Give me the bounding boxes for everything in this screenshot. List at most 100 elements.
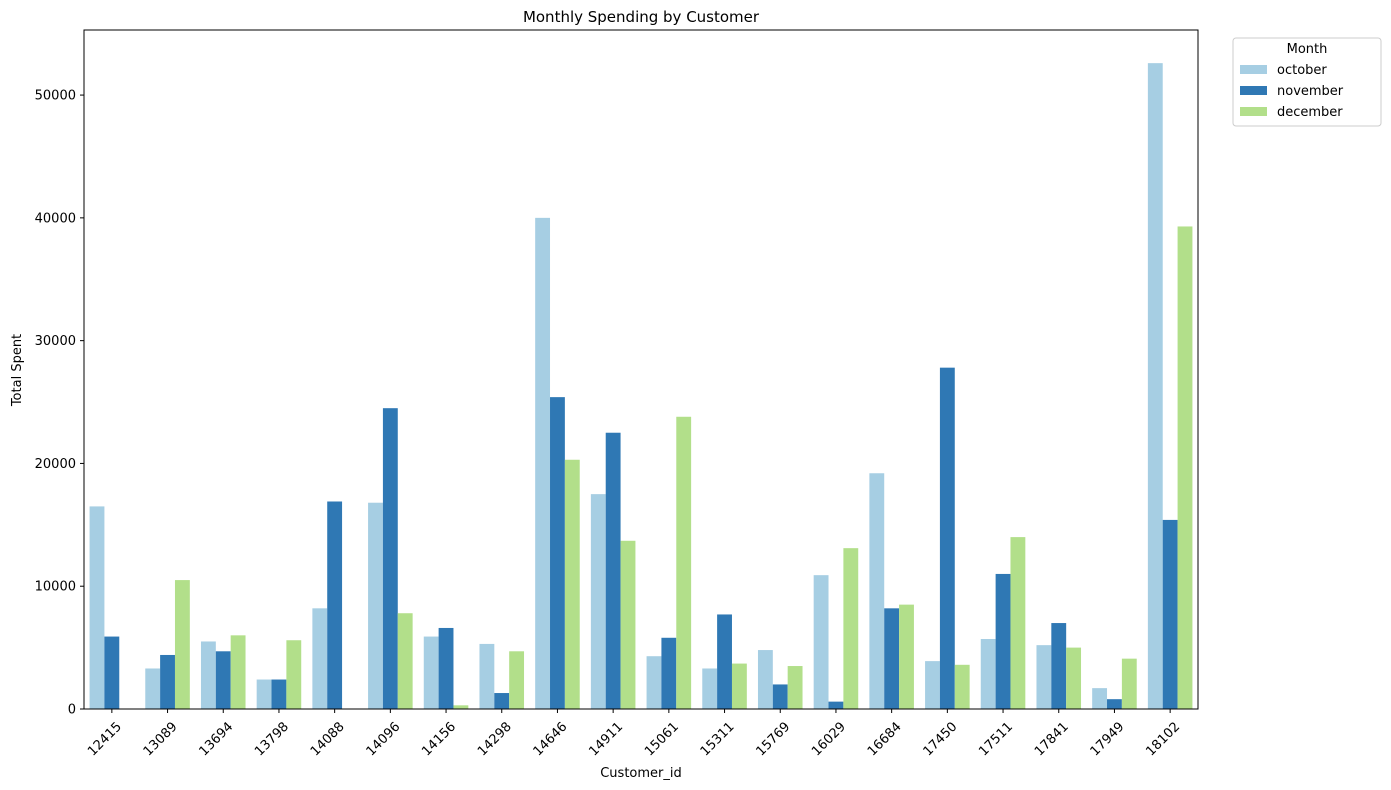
y-tick-label: 50000 [35,89,76,104]
x-tick-label: 15311 [698,719,738,759]
bar-november-14096 [382,408,398,709]
bar-december-17511 [1010,537,1026,709]
bar-november-14646 [550,397,565,709]
bar-december-14911 [620,540,636,709]
bar-october-14646 [535,217,551,710]
bar-december-17949 [1121,658,1137,709]
y-tick-label: 0 [68,703,76,718]
bar-december-13798 [286,640,302,709]
bar-november-13694 [215,651,231,709]
bar-october-13798 [256,679,272,709]
legend-swatch-december [1240,107,1267,116]
bar-october-17511 [980,639,996,709]
legend-label-october: october [1277,63,1327,78]
bar-december-16029 [843,548,859,709]
legend-title: Month [1287,42,1328,57]
bar-october-12415 [89,506,105,709]
x-tick-label: 12415 [85,719,125,759]
x-axis: 12415 13089 13694 13798 14088 14096 14156 14298… [85,709,1183,759]
x-tick-label: 15061 [642,719,682,759]
bar-december-14298 [509,651,525,709]
bar-october-17841 [1036,645,1052,709]
bar-november-13089 [160,654,175,709]
bar-december-14096 [397,613,413,709]
bar-november-16684 [884,608,900,709]
x-tick-label: 14096 [364,719,404,759]
x-tick-label: 14911 [586,719,626,759]
bar-october-13694 [200,641,216,709]
x-tick-label: 14298 [475,719,515,759]
bar-november-15061 [661,637,677,709]
y-tick-label: 20000 [35,457,76,472]
legend: Month october november december [1232,37,1382,127]
bar-december-18102 [1177,226,1193,709]
bar-october-13089 [145,668,161,709]
x-tick-label: 14646 [531,719,571,759]
x-tick-label: 13798 [252,719,292,759]
x-tick-label: 13089 [141,719,181,759]
bar-december-16684 [899,604,914,709]
bar-november-17949 [1107,699,1122,709]
x-tick-label: 16684 [865,719,905,759]
bar-december-15061 [676,416,692,709]
y-axis-label: Total Spent [10,334,25,407]
bar-november-17511 [995,573,1011,709]
legend-label-december: december [1277,105,1343,120]
bar-december-13694 [230,635,246,709]
bar-december-15311 [731,663,747,709]
bar-october-15061 [646,656,662,709]
y-tick-label: 40000 [35,211,76,226]
bar-october-17450 [925,661,940,709]
x-tick-label: 17841 [1032,719,1072,759]
bars-layer [89,63,1193,710]
bar-november-16029 [828,701,844,709]
bar-november-15311 [717,614,732,709]
bar-november-14088 [327,501,343,709]
bar-november-14156 [438,627,454,709]
bar-october-17949 [1092,688,1108,709]
bar-november-17841 [1051,623,1067,709]
y-tick-label: 10000 [35,580,76,595]
y-tick-label: 30000 [35,334,76,349]
bar-october-14911 [590,494,606,709]
bar-october-14156 [423,636,439,709]
plot-area-frame [83,29,1199,710]
x-tick-label: 17450 [921,719,961,759]
y-axis: 0 10000 20000 30000 40000 50000 [35,89,84,718]
bar-november-17450 [939,367,955,709]
bar-october-16029 [813,575,829,709]
legend-box [1232,37,1382,127]
bar-december-17841 [1066,647,1082,709]
chart-title: Monthly Spending by Customer [523,8,760,26]
bar-november-18102 [1162,519,1178,709]
x-tick-label: 18102 [1143,719,1183,759]
legend-label-november: november [1277,84,1344,99]
bar-october-15769 [757,650,773,709]
x-tick-label: 16029 [809,719,849,759]
bar-december-13089 [174,580,190,709]
bar-october-14088 [312,608,328,709]
bar-october-16684 [869,473,885,709]
bar-december-14646 [564,459,580,709]
bar-december-15769 [787,666,803,709]
legend-swatch-october [1240,65,1267,74]
bar-october-14096 [368,502,383,709]
x-tick-label: 14088 [308,719,348,759]
bar-november-13798 [271,679,287,709]
bar-october-18102 [1147,63,1163,709]
x-tick-label: 14156 [419,719,459,759]
bar-november-14911 [605,432,621,709]
x-tick-label: 15769 [753,719,793,759]
bar-november-14298 [494,693,510,709]
x-tick-label: 17511 [976,719,1016,759]
bar-december-17450 [954,664,970,709]
legend-swatch-november [1240,86,1267,95]
bar-october-14298 [479,643,495,709]
x-axis-label: Customer_id [600,766,682,781]
bar-november-15769 [772,684,788,709]
x-tick-label: 13694 [196,719,236,759]
x-tick-label: 17949 [1088,719,1128,759]
bar-october-15311 [702,668,718,709]
bar-november-12415 [104,636,120,709]
